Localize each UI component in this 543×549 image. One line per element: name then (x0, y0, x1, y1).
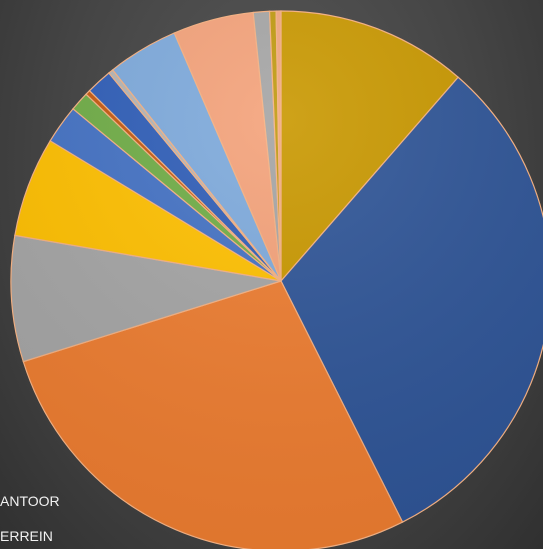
pie-slices (10, 10, 543, 549)
legend-label-antoor: ANTOOR (0, 493, 60, 509)
legend-label-errein: ERREIN (0, 528, 53, 544)
